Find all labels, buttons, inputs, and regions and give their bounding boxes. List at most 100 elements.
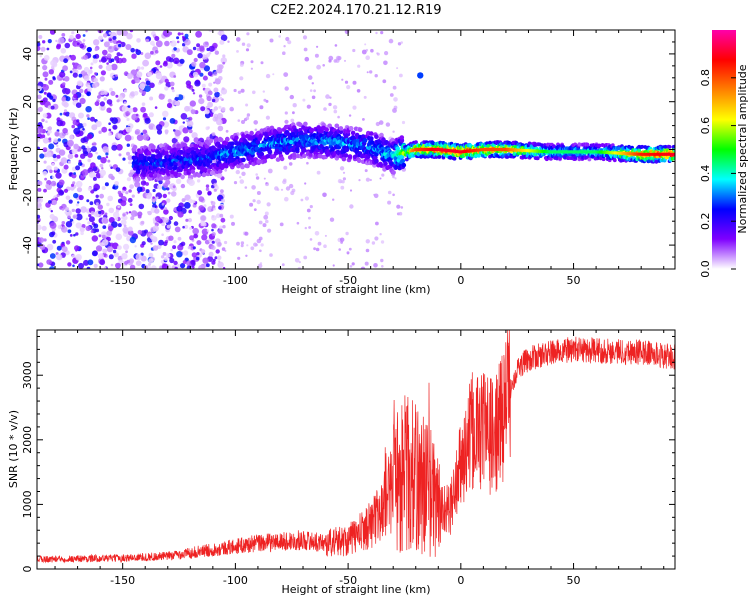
noise-point bbox=[131, 53, 137, 59]
noise-point bbox=[132, 107, 138, 113]
noise-point bbox=[240, 88, 245, 93]
ridge-point bbox=[379, 132, 384, 138]
noise-point bbox=[341, 180, 345, 184]
noise-point bbox=[127, 197, 133, 203]
noise-point bbox=[49, 253, 56, 259]
ridge-point bbox=[452, 156, 457, 161]
noise-point bbox=[339, 166, 345, 171]
noise-point bbox=[67, 262, 72, 267]
noise-point bbox=[73, 172, 76, 175]
noise-point bbox=[182, 121, 185, 124]
colorbar-label: Normalized spectral amplitude bbox=[736, 64, 749, 233]
noise-point bbox=[130, 47, 135, 53]
noise-point bbox=[127, 73, 133, 79]
noise-point bbox=[84, 45, 87, 48]
snr-frame bbox=[36, 329, 676, 570]
noise-point bbox=[121, 253, 128, 260]
noise-point bbox=[267, 228, 272, 233]
noise-point bbox=[61, 33, 66, 37]
y-tick-label: 0 bbox=[21, 146, 34, 153]
noise-point bbox=[233, 88, 237, 93]
noise-point bbox=[145, 38, 150, 43]
noise-point bbox=[204, 239, 210, 245]
noise-point bbox=[122, 213, 126, 217]
noise-point bbox=[50, 210, 53, 213]
noise-point bbox=[192, 71, 199, 78]
noise-point bbox=[163, 217, 169, 223]
noise-point bbox=[45, 112, 52, 119]
noise-point bbox=[279, 222, 284, 227]
ridge-point bbox=[290, 131, 296, 137]
noise-point bbox=[180, 263, 186, 269]
noise-point bbox=[284, 86, 289, 91]
ridge-point bbox=[299, 130, 304, 136]
noise-point bbox=[250, 246, 255, 251]
noise-point bbox=[177, 244, 184, 251]
noise-point bbox=[100, 70, 106, 76]
noise-point bbox=[217, 241, 222, 247]
noise-point bbox=[113, 211, 120, 219]
noise-point bbox=[166, 187, 170, 191]
noise-point bbox=[37, 187, 42, 192]
noise-point bbox=[64, 207, 70, 212]
noise-point bbox=[129, 264, 136, 269]
noise-point bbox=[211, 132, 216, 136]
x-tick-label: 50 bbox=[567, 274, 581, 287]
noise-point bbox=[87, 87, 92, 92]
noise-point bbox=[93, 198, 101, 206]
noise-point bbox=[174, 226, 181, 233]
ridge-point bbox=[369, 136, 374, 141]
noise-point bbox=[284, 119, 289, 124]
noise-point bbox=[106, 107, 112, 113]
x-tick-label: -150 bbox=[110, 574, 135, 587]
ridge-point bbox=[173, 165, 178, 170]
noise-point bbox=[124, 134, 132, 142]
ridge-point bbox=[654, 159, 659, 164]
noise-point bbox=[348, 114, 352, 117]
noise-point bbox=[67, 160, 72, 164]
ridge-point bbox=[383, 161, 388, 166]
noise-point bbox=[292, 111, 295, 115]
noise-point bbox=[260, 61, 264, 65]
noise-point bbox=[170, 191, 177, 197]
noise-point bbox=[236, 50, 239, 53]
noise-point bbox=[56, 245, 62, 251]
noise-point bbox=[154, 208, 160, 214]
noise-point bbox=[264, 211, 269, 216]
noise-point bbox=[294, 258, 300, 263]
noise-point bbox=[150, 242, 153, 245]
noise-point bbox=[316, 45, 319, 48]
noise-point bbox=[369, 70, 373, 74]
noise-point bbox=[82, 54, 88, 60]
x-tick-label: -50 bbox=[339, 274, 357, 287]
ridge-point bbox=[488, 140, 492, 145]
noise-point bbox=[64, 211, 68, 215]
noise-point bbox=[105, 152, 109, 156]
noise-point bbox=[211, 245, 216, 250]
noise-point bbox=[81, 94, 85, 98]
noise-point bbox=[211, 215, 217, 221]
noise-point bbox=[142, 133, 150, 141]
noise-point bbox=[259, 105, 264, 110]
noise-point bbox=[318, 123, 321, 126]
noise-point bbox=[224, 249, 227, 252]
noise-point bbox=[365, 55, 371, 60]
noise-point bbox=[127, 105, 131, 109]
noise-point bbox=[176, 36, 180, 40]
noise-point bbox=[158, 93, 165, 100]
noise-point bbox=[94, 72, 97, 75]
noise-point bbox=[71, 124, 75, 129]
noise-point bbox=[356, 89, 361, 93]
noise-point bbox=[122, 186, 126, 190]
noise-point bbox=[257, 263, 263, 269]
noise-point bbox=[94, 101, 100, 107]
noise-point bbox=[46, 259, 52, 265]
noise-point bbox=[144, 52, 152, 60]
ridge-point bbox=[663, 144, 668, 149]
noise-point bbox=[107, 159, 111, 163]
noise-point bbox=[198, 45, 205, 52]
noise-point bbox=[134, 77, 141, 84]
noise-point bbox=[239, 179, 245, 184]
noise-point bbox=[37, 127, 43, 134]
noise-point bbox=[136, 186, 143, 193]
